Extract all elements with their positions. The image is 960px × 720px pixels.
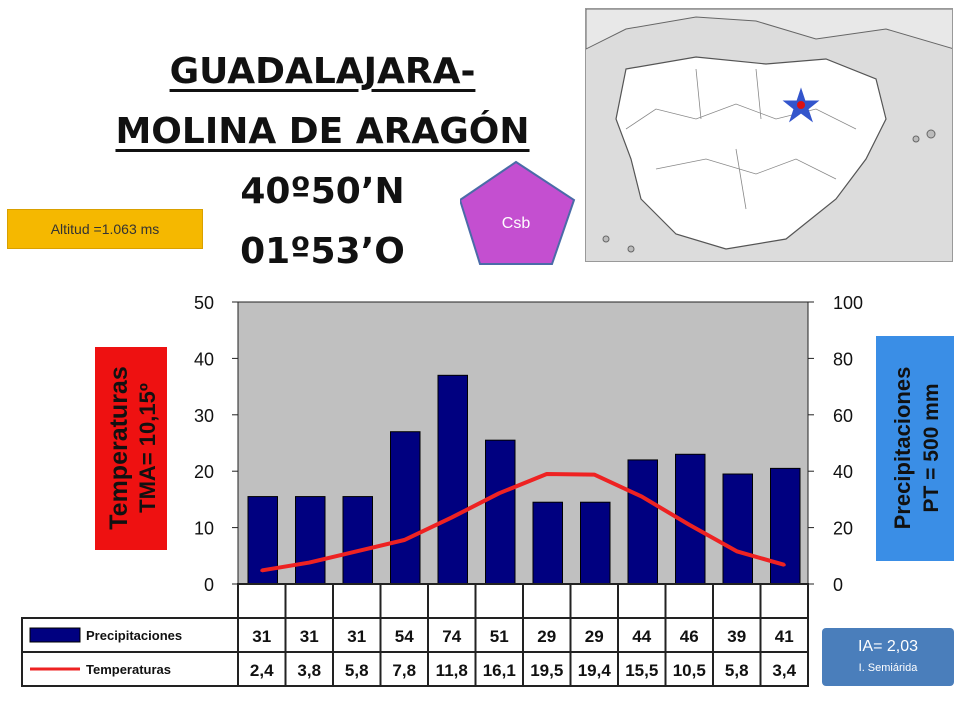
y-left-tick-label: 10 <box>194 519 214 539</box>
temperature-point <box>545 472 549 476</box>
legend-label: Precipitaciones <box>86 628 182 643</box>
latitude: 40º50’N <box>240 171 405 212</box>
y-left-tick-label: 40 <box>194 349 214 369</box>
temperature-point <box>307 561 311 565</box>
table-cell: 2,4 <box>250 661 274 680</box>
table-cell: 54 <box>395 627 414 646</box>
precip-bar <box>770 467 801 585</box>
temperature-line-path <box>261 472 785 573</box>
temperature-line <box>260 472 786 573</box>
precip-bars <box>247 374 801 585</box>
temp-axis-title: Temperaturas <box>105 366 133 530</box>
aridity-index-label: I. Semiárida <box>858 662 918 674</box>
table-cell: 44 <box>632 627 651 646</box>
precip-axis-title: Precipitaciones <box>890 367 915 530</box>
precip-bar <box>390 431 421 585</box>
precip-bar <box>580 501 611 585</box>
y-right-tick-label: 0 <box>833 575 843 595</box>
table-cell: 31 <box>252 627 271 646</box>
precip-bar <box>437 374 468 585</box>
table-cell: 51 <box>490 627 509 646</box>
table-cell: 19,5 <box>530 661 563 680</box>
y-left-tick-label: 20 <box>194 462 214 482</box>
y-axis-right: 0 20 40 60 80 100 <box>808 293 863 595</box>
table-cell: 39 <box>727 627 746 646</box>
longitude: 01º53’O <box>240 231 405 272</box>
table-cell: 10,5 <box>673 661 706 680</box>
y-right-tick-label: 40 <box>833 462 853 482</box>
temperature-point <box>402 538 406 542</box>
precip-bar <box>295 496 326 585</box>
table-cell: 16,1 <box>483 661 516 680</box>
y-left-tick-label: 50 <box>194 293 214 313</box>
climate-badge: Csb <box>460 160 576 265</box>
y-left-tick-label: 30 <box>194 406 214 426</box>
table-cell: 46 <box>680 627 699 646</box>
table-cell: 11,8 <box>436 661 468 680</box>
temperature-point <box>640 495 644 499</box>
table-cell: 19,4 <box>578 661 612 680</box>
temperature-point <box>260 568 264 572</box>
table-cell: 15,5 <box>625 661 658 680</box>
location-map <box>585 8 953 262</box>
y-axis-left: 0 10 20 30 40 50 <box>194 293 238 595</box>
table-cell: 29 <box>537 627 556 646</box>
table-cell: 3,8 <box>297 661 321 680</box>
aridity-index-value: IA= 2,03 <box>857 638 919 655</box>
precip-bar <box>342 496 373 585</box>
table-cell: 31 <box>347 627 366 646</box>
y-right-tick-label: 100 <box>833 293 863 313</box>
table-cell: 7,8 <box>392 661 416 680</box>
climate-code: Csb <box>502 215 531 232</box>
temperature-point <box>592 473 596 477</box>
y-left-tick-label: 0 <box>204 575 214 595</box>
table-cell: 5,8 <box>725 661 749 680</box>
station-title: GUADALAJARA- MOLINA DE ARAGÓN 40º50’N 01… <box>60 42 585 282</box>
aridity-index-box: IA= 2,03 I. Semiárida <box>822 628 954 686</box>
data-table: Precipitaciones 31 31 31 54 74 51 29 29 44 46 39 41 T… <box>21 583 809 687</box>
table-cell: 41 <box>775 627 794 646</box>
temperature-point <box>355 549 359 553</box>
precip-bar <box>722 473 753 585</box>
temperature-point <box>450 515 454 519</box>
table-cell: 31 <box>300 627 319 646</box>
y-right-tick-label: 80 <box>833 349 853 369</box>
y-right-tick-label: 20 <box>833 519 853 539</box>
table-cell: 5,8 <box>345 661 369 680</box>
precip-label-box <box>876 336 954 561</box>
table-cell: 74 <box>442 627 461 646</box>
table-cell: 29 <box>585 627 604 646</box>
temperature-point <box>687 523 691 527</box>
legend-label: Temperaturas <box>86 662 171 677</box>
precip-bar <box>485 439 516 585</box>
precip-bar <box>627 459 658 585</box>
legend-bar-swatch <box>29 627 81 643</box>
temp-annual-mean: TMA= 10,15º <box>135 383 160 513</box>
y-right-tick-label: 60 <box>833 406 853 426</box>
altitude-box: Altitud =1.063 ms <box>7 209 203 249</box>
temperature-point <box>735 549 739 553</box>
title-line-2: MOLINA DE ARAGÓN <box>115 111 530 152</box>
temperature-point <box>497 491 501 495</box>
precip-bar <box>532 501 563 585</box>
temperature-point <box>782 563 786 567</box>
title-line-1: GUADALAJARA- <box>169 51 476 92</box>
table-cell: 3,4 <box>772 661 796 680</box>
temp-label-box <box>95 347 167 550</box>
precip-total: PT = 500 mm <box>920 384 943 513</box>
